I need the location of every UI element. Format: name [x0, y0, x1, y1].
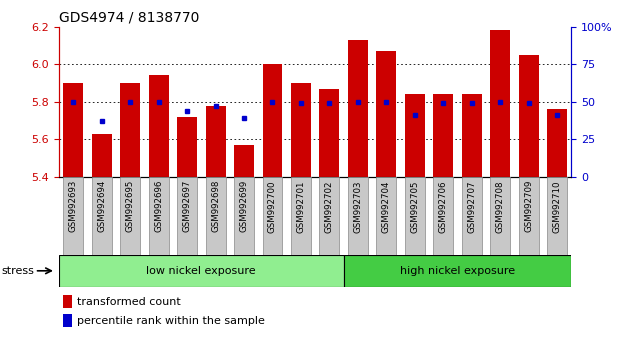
- Bar: [462, 177, 482, 255]
- Bar: [462, 94, 482, 177]
- Text: GSM992697: GSM992697: [183, 180, 191, 233]
- Bar: [348, 177, 368, 255]
- Bar: [405, 94, 425, 177]
- Bar: [63, 314, 72, 327]
- Bar: [234, 145, 254, 177]
- Text: GSM992706: GSM992706: [439, 180, 448, 233]
- Bar: [490, 177, 510, 255]
- Text: GSM992696: GSM992696: [154, 180, 163, 233]
- Bar: [148, 177, 168, 255]
- Text: GSM992693: GSM992693: [69, 180, 78, 233]
- Bar: [519, 55, 538, 177]
- Bar: [263, 177, 283, 255]
- Bar: [433, 177, 453, 255]
- Text: stress: stress: [2, 266, 35, 276]
- Text: GSM992702: GSM992702: [325, 180, 334, 233]
- Bar: [63, 177, 83, 255]
- Text: GSM992707: GSM992707: [467, 180, 476, 233]
- Text: GSM992705: GSM992705: [410, 180, 419, 233]
- Bar: [92, 177, 112, 255]
- Bar: [405, 177, 425, 255]
- Bar: [177, 177, 197, 255]
- Text: high nickel exposure: high nickel exposure: [400, 266, 515, 276]
- Bar: [547, 109, 567, 177]
- Bar: [319, 88, 339, 177]
- Text: low nickel exposure: low nickel exposure: [147, 266, 256, 276]
- Bar: [291, 177, 311, 255]
- Text: GSM992703: GSM992703: [353, 180, 362, 233]
- Bar: [92, 134, 112, 177]
- Text: GSM992700: GSM992700: [268, 180, 277, 233]
- Bar: [547, 177, 567, 255]
- Bar: [263, 64, 283, 177]
- Bar: [206, 177, 225, 255]
- Bar: [348, 40, 368, 177]
- Text: GDS4974 / 8138770: GDS4974 / 8138770: [59, 11, 199, 25]
- Text: GSM992701: GSM992701: [296, 180, 306, 233]
- Bar: [343, 255, 571, 287]
- Bar: [63, 295, 72, 308]
- Text: GSM992694: GSM992694: [97, 180, 106, 233]
- Bar: [376, 177, 396, 255]
- Text: GSM992708: GSM992708: [496, 180, 505, 233]
- Bar: [234, 177, 254, 255]
- Text: transformed count: transformed count: [77, 297, 181, 307]
- Bar: [177, 117, 197, 177]
- Bar: [148, 75, 168, 177]
- Bar: [206, 105, 225, 177]
- Bar: [59, 255, 343, 287]
- Text: GSM992709: GSM992709: [524, 180, 533, 233]
- Text: percentile rank within the sample: percentile rank within the sample: [77, 316, 265, 326]
- Bar: [120, 83, 140, 177]
- Text: GSM992699: GSM992699: [240, 180, 248, 232]
- Bar: [63, 83, 83, 177]
- Text: GSM992710: GSM992710: [553, 180, 561, 233]
- Bar: [519, 177, 538, 255]
- Text: GSM992698: GSM992698: [211, 180, 220, 233]
- Bar: [319, 177, 339, 255]
- Bar: [376, 51, 396, 177]
- Bar: [291, 83, 311, 177]
- Bar: [120, 177, 140, 255]
- Bar: [490, 30, 510, 177]
- Text: GSM992704: GSM992704: [382, 180, 391, 233]
- Bar: [433, 94, 453, 177]
- Text: GSM992695: GSM992695: [125, 180, 135, 233]
